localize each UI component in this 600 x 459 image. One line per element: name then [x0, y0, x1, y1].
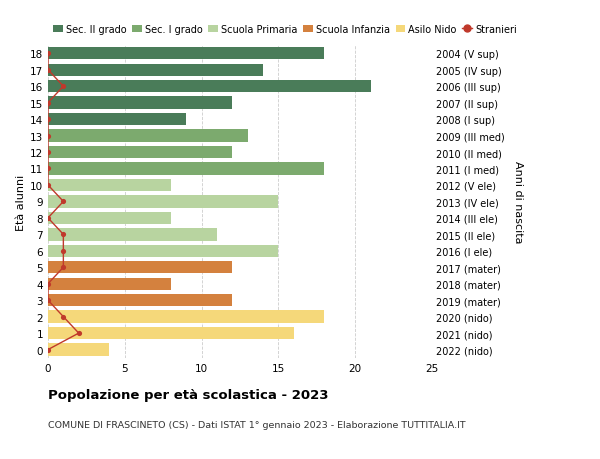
- Point: [43, 116, 53, 123]
- Bar: [48, 179, 171, 192]
- Bar: [48, 294, 232, 307]
- Bar: [48, 212, 171, 224]
- Point: [43, 67, 53, 74]
- Point: [59, 231, 68, 239]
- Point: [43, 50, 53, 58]
- Point: [43, 297, 53, 304]
- Point: [43, 100, 53, 107]
- Bar: [48, 146, 232, 159]
- Point: [59, 264, 68, 271]
- Point: [59, 247, 68, 255]
- Bar: [48, 130, 248, 142]
- Point: [59, 83, 68, 90]
- Point: [43, 133, 53, 140]
- Bar: [48, 196, 278, 208]
- Point: [43, 280, 53, 288]
- Bar: [48, 114, 186, 126]
- Text: Popolazione per età scolastica - 2023: Popolazione per età scolastica - 2023: [48, 388, 329, 401]
- Bar: [48, 311, 325, 323]
- Bar: [48, 245, 278, 257]
- Bar: [48, 48, 325, 60]
- Point: [43, 346, 53, 353]
- Point: [43, 182, 53, 189]
- Point: [43, 215, 53, 222]
- Bar: [48, 327, 294, 340]
- Point: [43, 149, 53, 157]
- Point: [74, 330, 83, 337]
- Point: [43, 165, 53, 173]
- Bar: [48, 163, 325, 175]
- Bar: [48, 278, 171, 290]
- Bar: [48, 344, 109, 356]
- Bar: [48, 229, 217, 241]
- Y-axis label: Età alunni: Età alunni: [16, 174, 26, 230]
- Bar: [48, 81, 371, 93]
- Point: [59, 198, 68, 206]
- Text: COMUNE DI FRASCINETO (CS) - Dati ISTAT 1° gennaio 2023 - Elaborazione TUTTITALIA: COMUNE DI FRASCINETO (CS) - Dati ISTAT 1…: [48, 420, 466, 429]
- Point: [59, 313, 68, 321]
- Legend: Sec. II grado, Sec. I grado, Scuola Primaria, Scuola Infanzia, Asilo Nido, Stran: Sec. II grado, Sec. I grado, Scuola Prim…: [53, 25, 517, 35]
- Bar: [48, 97, 232, 110]
- Y-axis label: Anni di nascita: Anni di nascita: [513, 161, 523, 243]
- Bar: [48, 262, 232, 274]
- Bar: [48, 64, 263, 77]
